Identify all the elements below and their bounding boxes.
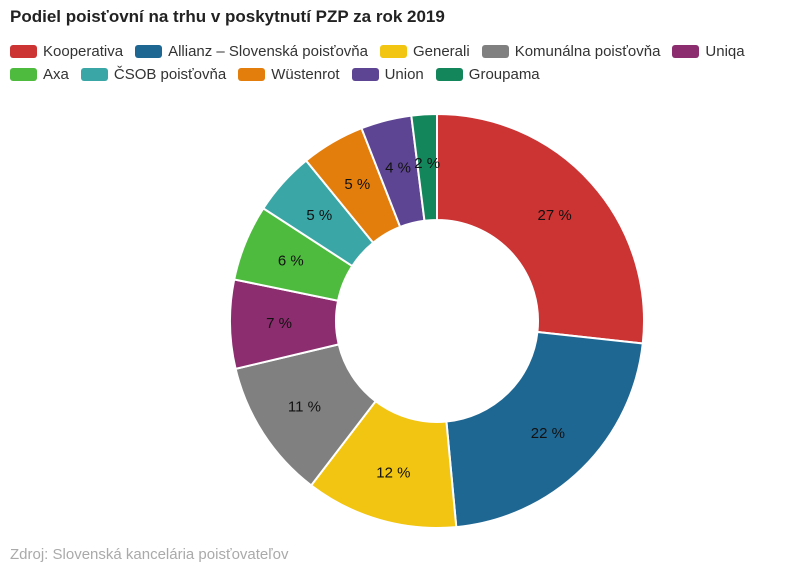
legend-item-axa[interactable]: Axa: [10, 66, 69, 83]
legend-item-uniqa[interactable]: Uniqa: [672, 43, 745, 60]
legend-swatch: [135, 45, 163, 58]
legend-swatch: [351, 68, 379, 81]
legend-label: Generali: [412, 43, 470, 60]
legend-item-union[interactable]: Union: [351, 66, 424, 83]
legend-label: Uniqa: [705, 43, 745, 60]
slice-value-label-8: 4 %: [385, 159, 411, 176]
legend-item-generali[interactable]: Generali: [379, 43, 470, 60]
legend-swatch: [238, 68, 266, 81]
legend-label: Allianz – Slovenská poisťovňa: [168, 43, 368, 60]
slice-value-label-9: 2 %: [414, 155, 440, 172]
legend-swatch: [435, 68, 463, 81]
legend-label: Union: [384, 66, 424, 83]
slice-value-label-7: 5 %: [344, 176, 370, 193]
slice-value-label-0: 27 %: [538, 207, 572, 224]
legend-label: Komunálna poisťovňa: [514, 43, 661, 60]
legend-item-groupama[interactable]: Groupama: [435, 66, 540, 83]
slice-value-label-6: 5 %: [306, 207, 332, 224]
donut-labels: 27 % 22 % 12 % 11 % 7 % 6 % 5 % 5 % 4 % 2 %: [266, 155, 572, 482]
slice-value-label-2: 12 %: [376, 464, 410, 481]
legend-label: Kooperativa: [43, 43, 124, 60]
legend-item-csob[interactable]: ČSOB poisťovňa: [80, 66, 227, 83]
chart-title: Podiel poisťovní na trhu v poskytnutí PZ…: [10, 7, 445, 26]
legend-label: ČSOB poisťovňa: [113, 66, 227, 83]
donut-chart: 27 % 22 % 12 % 11 % 7 % 6 % 5 % 5 % 4 % 2 %: [229, 112, 645, 529]
legend-row-1: Kooperativa Allianz – Slovenská poisťovň…: [10, 40, 810, 63]
legend-swatch: [80, 68, 108, 81]
legend-label: Groupama: [468, 66, 540, 83]
chart-source: Zdroj: Slovenská kancelária poisťovateľo…: [10, 546, 289, 563]
donut-slice-9[interactable]: [410, 112, 438, 222]
legend-item-komunalna[interactable]: Komunálna poisťovňa: [481, 43, 661, 60]
legend-item-allianz[interactable]: Allianz – Slovenská poisťovňa: [135, 43, 368, 60]
donut-slice-1[interactable]: [445, 330, 644, 529]
slice-value-label-4: 7 %: [266, 315, 292, 332]
donut-slices: [229, 112, 645, 529]
legend-item-wustenrot[interactable]: Wüstenrot: [238, 66, 340, 83]
legend-swatch: [379, 45, 407, 58]
legend-swatch: [481, 45, 509, 58]
legend-swatch: [10, 45, 37, 58]
legend-row-2: Axa ČSOB poisťovňa Wüstenrot Union Group…: [10, 63, 810, 86]
legend-label: Wüstenrot: [271, 66, 340, 83]
slice-value-label-3: 11 %: [288, 398, 321, 415]
legend-swatch: [672, 45, 700, 58]
legend-item-kooperativa[interactable]: Kooperativa: [10, 43, 123, 60]
legend-label: Axa: [43, 66, 69, 83]
donut-slice-0[interactable]: [436, 112, 645, 345]
legend-swatch: [10, 68, 37, 81]
slice-value-label-5: 6 %: [278, 253, 304, 270]
chart-legend: Kooperativa Allianz – Slovenská poisťovň…: [10, 40, 810, 86]
slice-value-label-1: 22 %: [531, 425, 565, 442]
